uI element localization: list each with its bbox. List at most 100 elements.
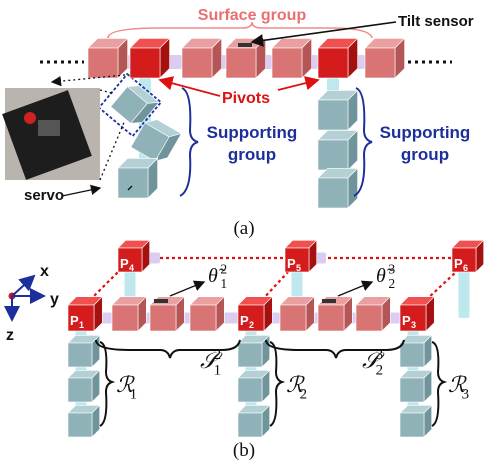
cube [318,130,358,170]
cube [68,405,100,437]
cube-front [400,413,424,437]
line [426,272,456,300]
surface-brace [108,22,372,38]
surface-brace [266,340,404,358]
surface-group-label: Surface group [198,7,307,24]
cube-front [68,413,92,437]
cube-front [238,343,262,367]
figure: servo Surface group Tilt sensor Pivots Suppo… [0,0,488,466]
cube [88,38,128,78]
cube [238,405,270,437]
tilt-angle-label-sup: 3 [388,262,395,277]
supporting-group-label-sub: 3 [462,387,469,403]
cube [182,38,222,78]
connector [125,270,136,300]
line [90,270,120,300]
support-brace [180,88,198,196]
axis-label: z [6,327,14,344]
cube-front [365,48,395,78]
tilt-angle-label-sub: 2 [388,276,395,291]
cube [280,297,314,331]
cube-front [88,48,118,78]
pivot-label-sub: 6 [463,263,468,273]
line [262,272,288,300]
diagram-layer: servo Surface group Tilt sensor Pivots Suppo… [2,7,484,461]
supporting-group-label: Supporting [380,123,471,142]
connector [459,270,470,318]
cube [400,370,432,402]
cube [318,90,358,130]
axis-label: x [40,263,49,280]
connector [292,270,303,300]
support-brace [270,342,282,426]
line [62,188,100,196]
pivot-label: P [70,313,79,328]
pivot-label-sub: 2 [249,320,254,330]
cube-front [272,48,302,78]
line [278,80,318,90]
cube [272,38,312,78]
tilt-sensor [322,299,336,303]
pivot-label-sub: 4 [129,263,134,273]
line [338,282,372,296]
cube-front [238,378,262,402]
cube [112,297,146,331]
cube-front [238,413,262,437]
cube-front [318,178,348,208]
support-brace [100,342,112,426]
supporting-group-label: group [401,145,449,164]
cube-front [318,140,348,170]
cube-front [130,48,160,78]
cube [190,297,224,331]
pivot-label-sub: 1 [79,320,84,330]
cube-front [190,305,216,331]
supporting-group-label: Supporting [207,123,298,142]
cube-front [318,305,344,331]
tilt-angle-label-sup: 2 [220,262,227,277]
cube [238,370,270,402]
pivot-label: P [120,256,129,271]
cube [400,335,432,367]
cube [318,38,358,78]
cube [238,335,270,367]
cube [118,158,158,198]
surface-group-label-sub: 1 [214,363,221,379]
tilt-sensor [154,299,168,303]
line [160,80,220,96]
cube-front [318,100,348,130]
servo-label: servo [24,187,64,204]
line [12,276,34,296]
supporting-group-label-sub: 2 [300,387,307,403]
axis-label: y [50,291,59,308]
tilt-sensor [238,43,252,47]
cube-front [68,378,92,402]
cube [400,405,432,437]
surface-group-label-sup: 2 [214,347,221,363]
cube-front [112,305,138,331]
pivot-label-sub: 5 [296,263,301,273]
cube [68,370,100,402]
cube-front [356,305,382,331]
cube [130,38,170,78]
cube-front [150,305,176,331]
servo-photo-part [24,112,36,124]
cube [365,38,405,78]
cube-front [400,343,424,367]
cube [356,297,390,331]
cube-front [68,343,92,367]
line [100,90,112,93]
pivot-label: P [454,256,463,271]
support-brace [432,342,444,426]
pivot-label: P [287,256,296,271]
cube-front [182,48,212,78]
servo-photo-part [38,120,60,136]
caption: (b) [233,440,255,461]
cube-front [226,48,256,78]
tilt-angle-label-sub: 1 [220,276,227,291]
pivots-label: Pivots [222,90,270,107]
pivot-label: P [402,313,411,328]
cube [318,168,358,208]
surface-group-label-sup: 3 [376,347,383,363]
cube [68,335,100,367]
tilt-sensor-label: Tilt sensor [398,13,474,30]
